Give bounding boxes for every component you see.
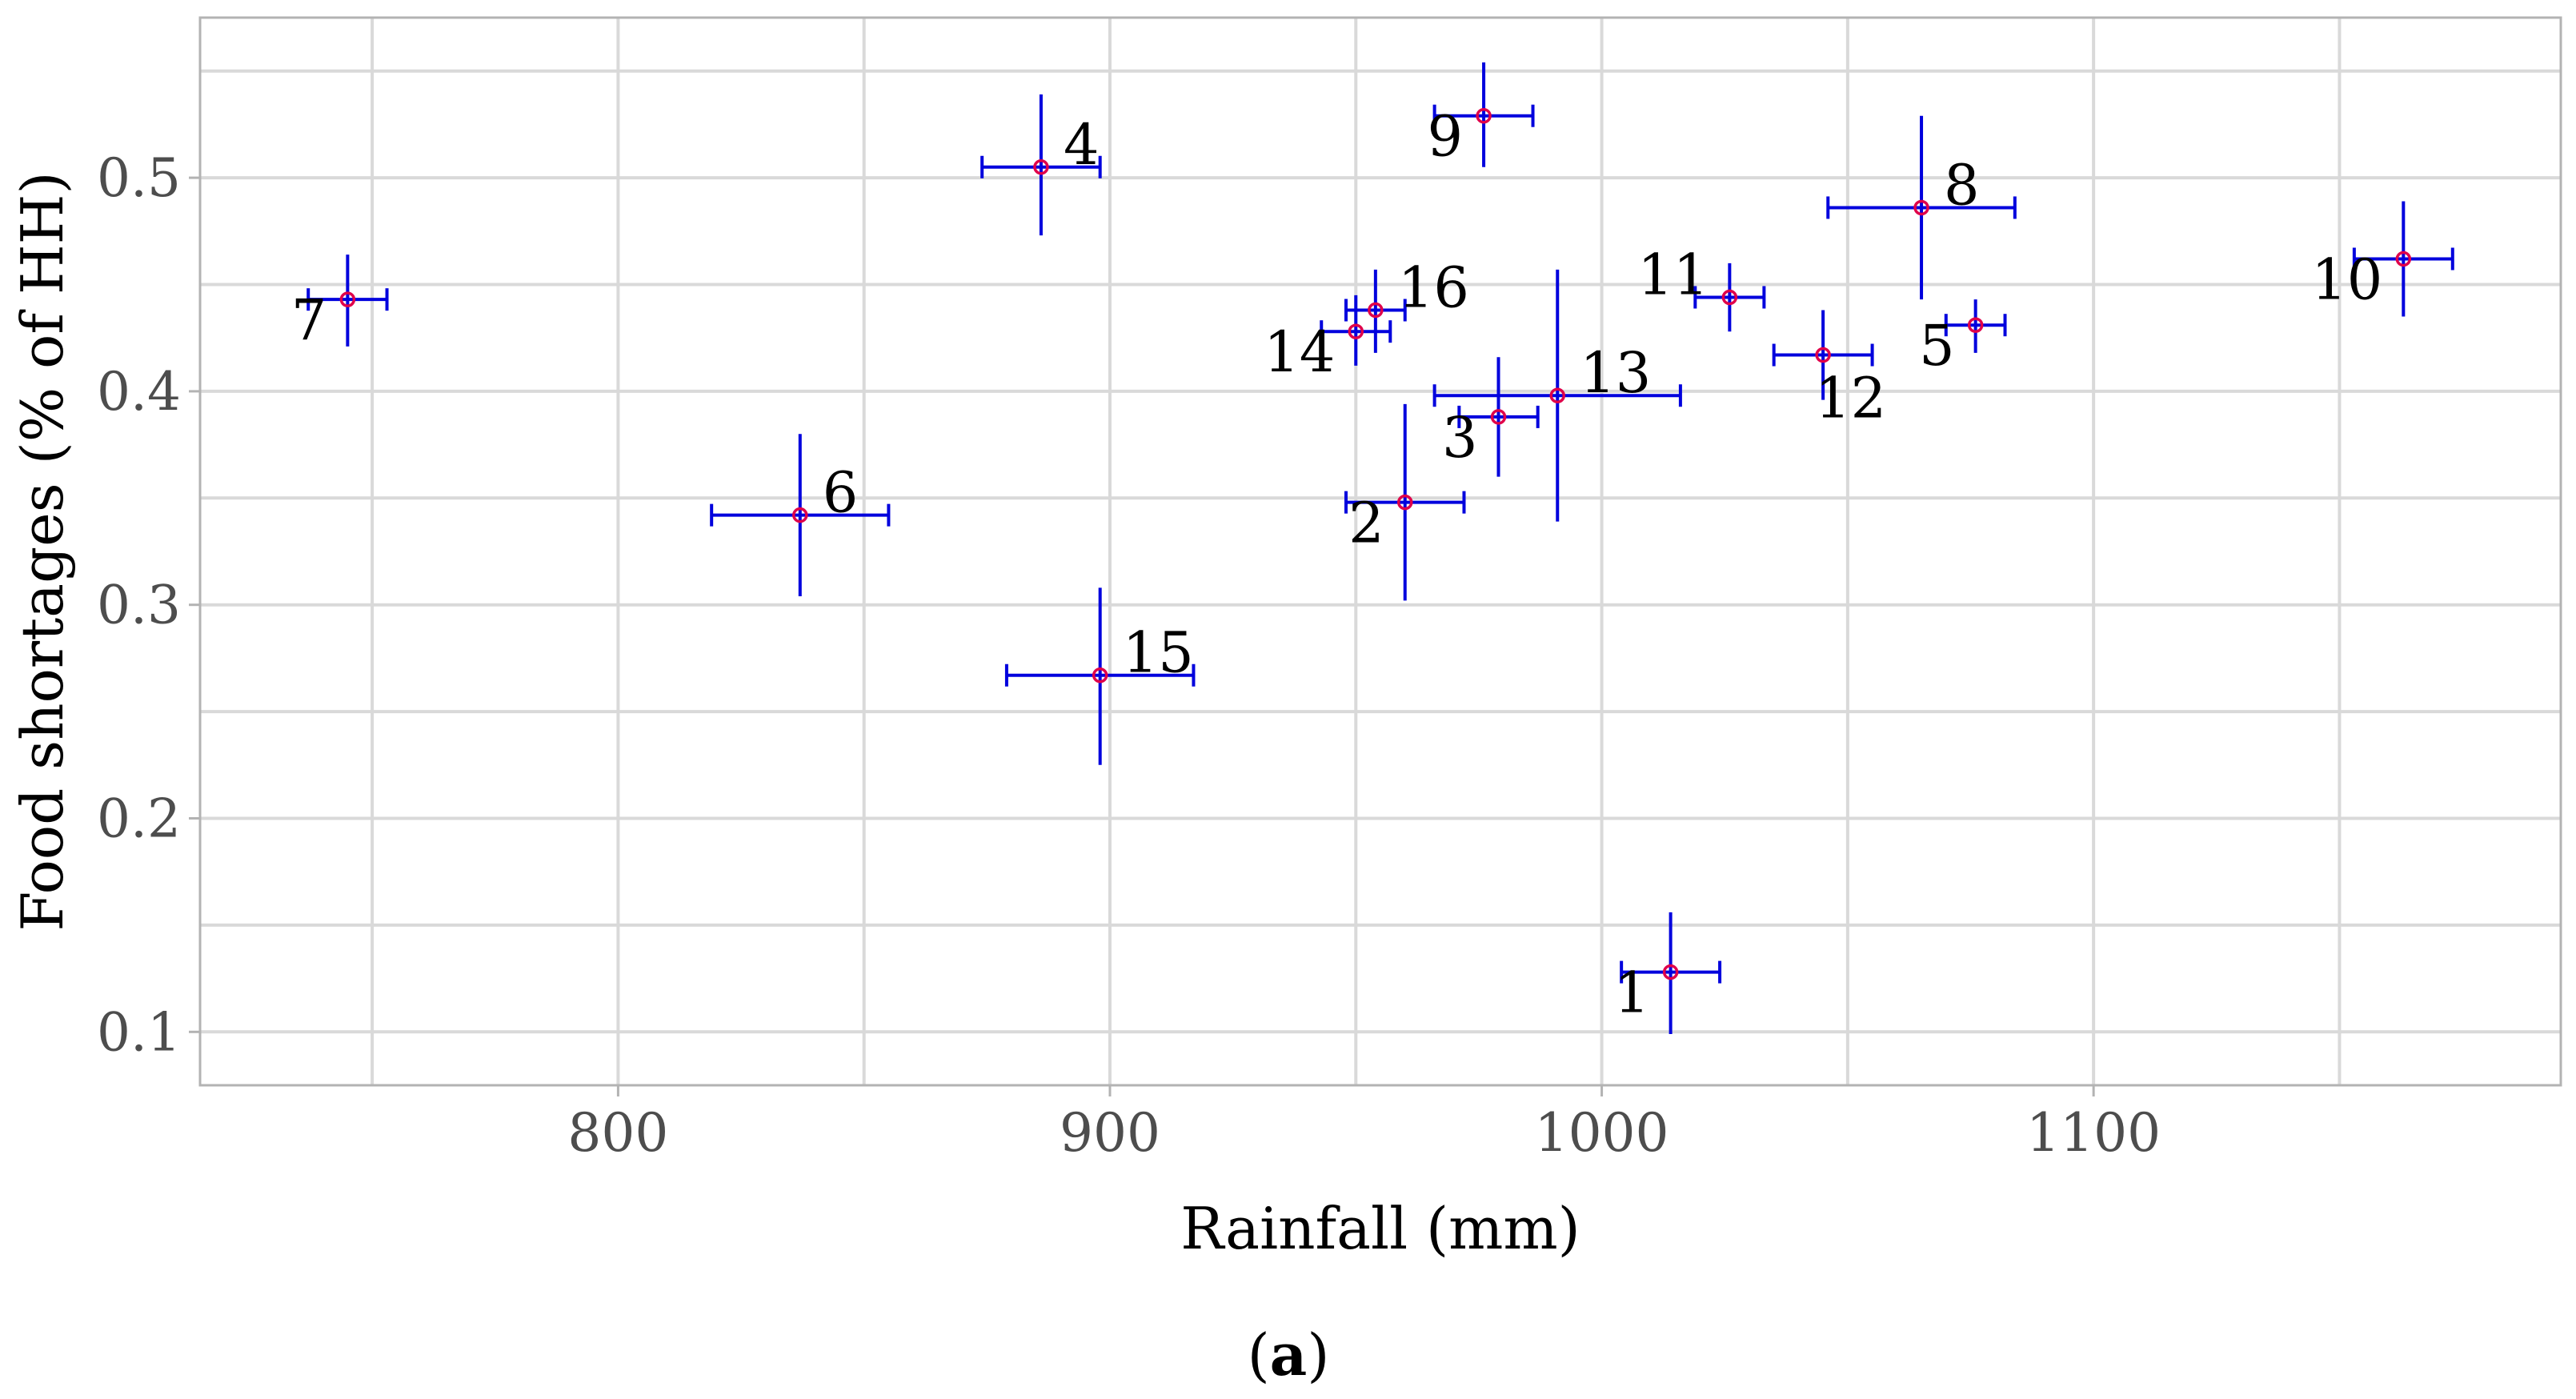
caption-close-paren: ) [1307, 1321, 1329, 1389]
data-point [1967, 317, 1984, 333]
y-tick-label: 0.1 [97, 1001, 181, 1063]
point-label: 12 [1815, 366, 1886, 431]
data-point [1092, 667, 1108, 683]
y-tick-label: 0.2 [97, 788, 181, 850]
x-tick-label: 1100 [2026, 1102, 2161, 1164]
point-label: 13 [1580, 340, 1651, 406]
data-point [1490, 409, 1507, 425]
point-label: 6 [823, 460, 859, 526]
data-point [1033, 159, 1049, 175]
point-label: 14 [1264, 319, 1335, 385]
data-point [1476, 107, 1492, 124]
point-label: 1 [1614, 960, 1650, 1026]
point-label: 7 [291, 287, 327, 353]
data-point [1348, 323, 1364, 339]
x-axis-title: Rainfall (mm) [1180, 1195, 1580, 1262]
error-bars [306, 62, 2454, 1034]
data-point [1396, 494, 1413, 511]
point-label: 9 [1428, 104, 1464, 170]
data-point [1815, 347, 1831, 363]
point-label: 8 [1944, 152, 1980, 218]
caption-letter: a [1270, 1321, 1308, 1389]
point-label: 16 [1398, 255, 1469, 321]
data-points [339, 107, 2412, 980]
data-point [339, 291, 356, 307]
point-label: 2 [1348, 491, 1384, 556]
x-axis-ticks: 800 900 1000 1100 [567, 1085, 2161, 1164]
data-point [1913, 199, 1929, 216]
plot-panel-border [198, 16, 2562, 1087]
data-point [1368, 302, 1384, 319]
point-label: 15 [1123, 620, 1194, 686]
y-tick-label: 0.3 [97, 575, 181, 636]
data-point [792, 507, 808, 523]
point-label: 5 [1919, 313, 1955, 379]
data-point [1662, 964, 1679, 980]
y-axis-ticks: 0.1 0.2 0.3 0.4 0.5 [97, 147, 200, 1063]
data-point [1721, 289, 1738, 306]
point-label: 3 [1442, 405, 1478, 471]
point-label: 4 [1064, 112, 1100, 178]
data-point [1549, 387, 1565, 403]
caption-open-paren: ( [1248, 1321, 1270, 1389]
point-label: 10 [2311, 247, 2382, 312]
y-tick-label: 0.5 [97, 147, 181, 209]
x-tick-label: 900 [1060, 1102, 1160, 1164]
x-tick-label: 800 [567, 1102, 668, 1164]
point-label: 11 [1637, 243, 1709, 308]
grid [200, 18, 2561, 1085]
y-axis-title: Food shortages (% of HH) [9, 171, 76, 931]
figure-caption: (a) [1248, 1321, 1330, 1389]
data-point [2395, 251, 2412, 267]
x-tick-label: 1000 [1535, 1102, 1669, 1164]
y-tick-label: 0.4 [97, 361, 181, 423]
